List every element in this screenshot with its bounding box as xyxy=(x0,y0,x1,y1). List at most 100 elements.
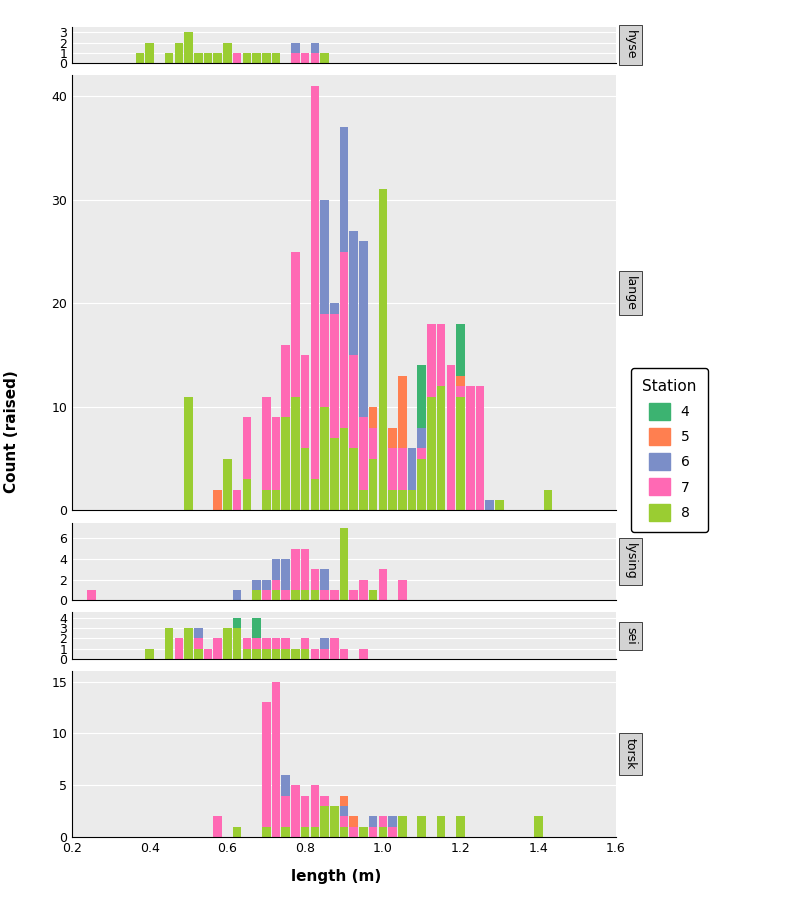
Bar xyxy=(330,590,338,600)
Bar xyxy=(291,345,300,510)
Bar xyxy=(378,816,387,837)
Bar xyxy=(310,324,319,510)
Bar xyxy=(233,628,242,659)
Bar xyxy=(291,397,300,510)
Bar xyxy=(456,826,465,837)
Bar xyxy=(466,438,474,510)
Bar xyxy=(418,448,426,510)
Bar xyxy=(388,448,397,510)
Bar xyxy=(359,826,368,837)
Bar xyxy=(359,580,368,600)
Bar xyxy=(446,365,455,510)
Bar xyxy=(282,826,290,837)
Bar xyxy=(466,386,474,510)
Bar xyxy=(330,806,338,837)
Bar xyxy=(350,590,358,600)
Bar xyxy=(272,580,280,600)
Bar xyxy=(378,376,387,510)
Bar xyxy=(330,826,338,837)
Bar xyxy=(456,418,465,510)
Bar xyxy=(252,638,261,659)
Bar xyxy=(223,628,232,659)
Bar xyxy=(223,42,232,63)
Bar xyxy=(427,397,436,510)
Bar xyxy=(262,826,270,837)
Bar xyxy=(359,826,368,837)
Bar xyxy=(320,638,329,659)
Bar xyxy=(418,816,426,837)
Text: Count (raised): Count (raised) xyxy=(5,371,19,493)
Bar xyxy=(165,649,174,659)
Bar xyxy=(359,418,368,510)
Bar xyxy=(320,590,329,600)
Bar xyxy=(214,53,222,63)
Bar xyxy=(310,314,319,510)
Bar xyxy=(223,638,232,659)
Bar xyxy=(330,638,338,659)
Bar xyxy=(252,53,261,63)
Bar xyxy=(252,580,261,600)
Bar xyxy=(330,303,338,510)
Bar xyxy=(437,500,446,510)
Bar xyxy=(486,500,494,510)
Bar xyxy=(233,53,242,63)
Bar xyxy=(233,649,242,659)
Bar xyxy=(378,335,387,510)
Bar xyxy=(310,649,319,659)
Bar xyxy=(340,649,348,659)
Bar xyxy=(214,826,222,837)
Bar xyxy=(320,638,329,659)
Bar xyxy=(233,826,242,837)
Bar xyxy=(310,569,319,600)
Bar xyxy=(340,590,348,600)
Bar xyxy=(282,638,290,659)
Bar xyxy=(301,548,310,600)
Bar xyxy=(146,649,154,659)
Bar xyxy=(262,490,270,510)
Bar xyxy=(350,826,358,837)
Bar xyxy=(136,53,144,63)
Bar xyxy=(418,459,426,510)
Bar xyxy=(282,480,290,510)
Bar xyxy=(398,448,406,510)
Bar xyxy=(408,448,416,510)
Bar xyxy=(291,590,300,600)
Bar xyxy=(310,590,319,600)
Bar xyxy=(282,418,290,510)
Bar xyxy=(398,459,406,510)
Bar xyxy=(388,428,397,510)
Bar xyxy=(282,638,290,659)
Bar xyxy=(340,418,348,510)
Bar xyxy=(310,826,319,837)
Bar xyxy=(359,826,368,837)
Bar xyxy=(262,500,270,510)
Bar xyxy=(388,816,397,837)
Bar xyxy=(184,397,193,510)
Bar xyxy=(301,53,310,63)
Bar xyxy=(291,649,300,659)
Bar xyxy=(369,438,378,510)
Bar xyxy=(456,816,465,837)
Bar xyxy=(174,638,183,659)
Bar xyxy=(272,590,280,600)
Bar xyxy=(398,816,406,837)
Bar xyxy=(282,397,290,510)
Bar xyxy=(291,314,300,510)
Bar xyxy=(320,569,329,600)
Bar xyxy=(291,42,300,63)
Bar xyxy=(320,796,329,837)
Bar xyxy=(398,580,406,600)
Bar xyxy=(262,816,270,837)
Bar xyxy=(427,418,436,510)
Bar xyxy=(146,42,154,63)
Bar xyxy=(350,230,358,510)
Bar xyxy=(437,826,446,837)
Bar xyxy=(291,826,300,837)
Bar xyxy=(184,32,193,63)
Bar xyxy=(184,638,193,659)
Text: length (m): length (m) xyxy=(291,868,381,884)
Bar xyxy=(262,590,270,600)
Bar xyxy=(272,638,280,659)
Bar xyxy=(301,590,310,600)
Bar xyxy=(320,796,329,837)
